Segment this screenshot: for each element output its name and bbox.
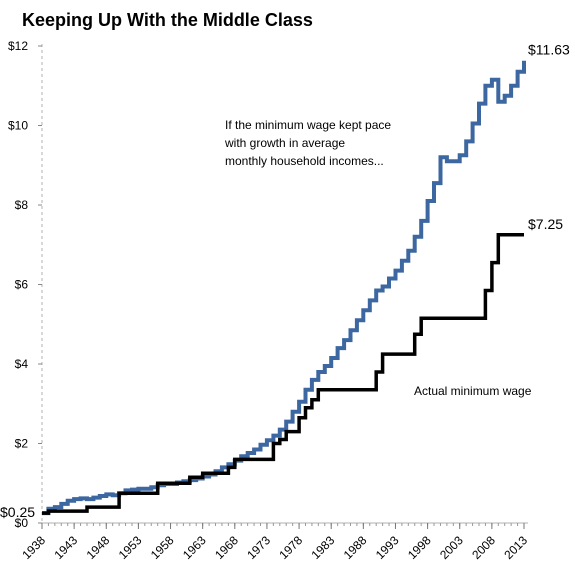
x-tick-label: 1963	[180, 533, 209, 562]
x-tick-label: 2003	[437, 533, 466, 562]
y-tick-label: $12	[8, 39, 28, 53]
x-tick-label: 1943	[51, 533, 80, 562]
x-tick-label: 1968	[212, 533, 241, 562]
x-tick-label: 1953	[116, 533, 145, 562]
x-tick-label: 1978	[276, 533, 305, 562]
x-tick-label: 1998	[405, 533, 434, 562]
chart-title: Keeping Up With the Middle Class	[22, 10, 313, 30]
x-tick-label: 1993	[373, 533, 402, 562]
series-layer	[42, 60, 526, 516]
x-tick-label: 1938	[19, 533, 48, 562]
x-tick-label: 1973	[244, 533, 273, 562]
end-label-pace: $11.63	[528, 42, 570, 58]
labels-layer: $11.63 $7.25 $0.25	[0, 42, 570, 520]
y-tick-label: $0	[15, 516, 29, 530]
y-tick-label: $2	[15, 437, 29, 451]
y-tick-label: $6	[15, 278, 29, 292]
start-label: $0.25	[0, 504, 35, 520]
y-tick-label: $8	[15, 198, 29, 212]
x-tick-label: 1948	[84, 533, 113, 562]
x-tick-label: 2008	[469, 533, 498, 562]
annotation-pace-line-1: If the minimum wage kept pace	[225, 118, 391, 132]
series-line-actual	[42, 233, 524, 515]
y-tick-label: $4	[15, 357, 29, 371]
annotation-actual-wage: Actual minimum wage	[414, 384, 532, 398]
annotation-pace-line-3: monthly household incomes...	[225, 154, 384, 168]
y-tick-label: $10	[8, 119, 28, 133]
x-tick-label: 1988	[341, 533, 370, 562]
x-tick-label: 1983	[309, 533, 338, 562]
x-tick-label: 2013	[501, 533, 530, 562]
x-tick-label: 1958	[148, 533, 177, 562]
end-label-actual: $7.25	[528, 216, 563, 232]
annotation-pace-line-2: with growth in average	[224, 136, 345, 150]
